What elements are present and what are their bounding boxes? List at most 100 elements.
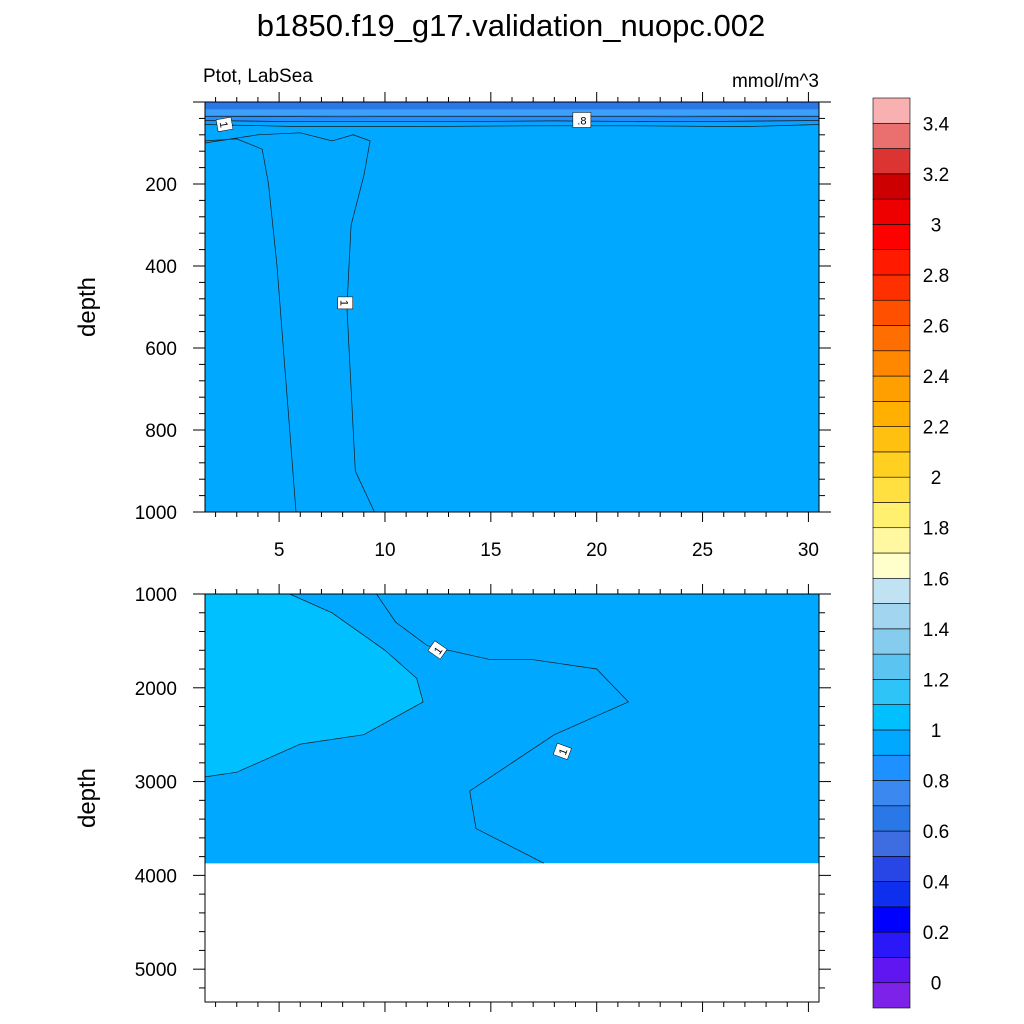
colorbar-label: 1 bbox=[931, 721, 942, 742]
colorbar-label: 1.6 bbox=[923, 569, 949, 590]
plot-area: 1.81 bbox=[205, 102, 819, 512]
colorbar-label: 2.8 bbox=[923, 266, 949, 287]
contour-label-text: .8 bbox=[577, 115, 586, 127]
contour-fill-1 bbox=[205, 114, 819, 123]
colorbar-cell bbox=[872, 173, 911, 200]
colorbar-cell bbox=[872, 122, 911, 149]
colorbar-cell bbox=[872, 754, 911, 781]
x-tick-label: 10 bbox=[374, 540, 395, 561]
colorbar-cell bbox=[872, 502, 911, 529]
colorbar-cell bbox=[872, 426, 911, 453]
colorbar-cell bbox=[872, 830, 911, 857]
contour-line-2 bbox=[205, 124, 819, 127]
contour-line-0 bbox=[205, 138, 297, 512]
y-tick-label: 600 bbox=[145, 339, 177, 360]
y-tick-label: 4000 bbox=[135, 866, 177, 887]
colorbar-cell bbox=[872, 577, 911, 604]
colorbar-cell bbox=[872, 679, 911, 705]
colorbar-cell bbox=[872, 299, 911, 326]
y-tick-label: 1000 bbox=[135, 585, 177, 606]
contour-label-box bbox=[552, 742, 572, 760]
contour-fill-2 bbox=[205, 122, 819, 512]
contour-label-1: .8 bbox=[572, 112, 592, 128]
colorbar-cell bbox=[872, 780, 911, 807]
colorbar-cell bbox=[872, 451, 911, 478]
contour-label-box bbox=[427, 640, 448, 660]
colorbar-cell bbox=[872, 603, 911, 630]
colorbar-cell bbox=[872, 881, 911, 908]
colorbar-cell bbox=[872, 224, 911, 250]
surface-band bbox=[205, 102, 819, 110]
colorbar-cell bbox=[872, 931, 911, 958]
colorbar-cell bbox=[872, 729, 911, 756]
colorbar-label: 1.8 bbox=[923, 519, 949, 540]
colorbar-cell bbox=[872, 249, 911, 276]
colorbar-label: 1.2 bbox=[923, 670, 949, 691]
colorbar-label: 0.8 bbox=[923, 772, 949, 793]
y-axis-label: depth bbox=[74, 277, 101, 337]
subtitle-left: Ptot, LabSea bbox=[203, 66, 313, 87]
colorbar-label: 0.2 bbox=[923, 923, 949, 944]
contour-line-1 bbox=[205, 132, 375, 512]
colorbar-cell bbox=[872, 704, 911, 731]
colorbar-cell bbox=[872, 552, 911, 579]
plot-area: 11 bbox=[205, 594, 819, 1002]
contour-label-0: 1 bbox=[427, 640, 448, 660]
colorbar-label: 1.4 bbox=[923, 620, 950, 641]
colorbar-label: 3.2 bbox=[923, 165, 949, 186]
contour-fill-4 bbox=[410, 159, 424, 172]
plot-title: b1850.f19_g17.validation_nuopc.002 bbox=[257, 8, 766, 43]
y-tick-label: 200 bbox=[145, 175, 177, 196]
colorbar-label: 2.2 bbox=[923, 418, 949, 439]
colorbar-cell bbox=[872, 375, 911, 402]
y-tick-label: 800 bbox=[145, 421, 177, 442]
colorbar-cell bbox=[872, 97, 911, 124]
colorbar-cell bbox=[872, 401, 911, 427]
y-tick-label: 5000 bbox=[135, 960, 177, 981]
contour-line-1 bbox=[376, 594, 629, 864]
y-axis-label: depth bbox=[74, 768, 101, 828]
contour-fill-2 bbox=[205, 594, 424, 777]
y-tick-label: 400 bbox=[145, 257, 177, 278]
colorbar-cell bbox=[872, 805, 911, 832]
colorbar-cell bbox=[872, 957, 911, 984]
colorbar-cell bbox=[872, 148, 911, 175]
colorbar: 0 0.2 0.4 0.6 0.8 1 1.2 1.4 1.6 1.8 2 2.2 2.4 2.6 2.8 3… bbox=[872, 97, 950, 1009]
colorbar-cell bbox=[872, 906, 911, 933]
contour-label-text: 1 bbox=[557, 747, 570, 757]
colorbar-cell bbox=[872, 476, 911, 503]
contour-label-box bbox=[215, 116, 234, 132]
colorbar-cell bbox=[872, 856, 911, 882]
contour-fill-3 bbox=[205, 143, 296, 512]
contour-label-text: 1 bbox=[338, 300, 350, 306]
x-tick-label: 5 bbox=[274, 540, 285, 561]
colorbar-cell bbox=[872, 350, 911, 377]
colorbar-label: 0.6 bbox=[923, 822, 949, 843]
colorbar-cell bbox=[872, 527, 911, 554]
x-tick-label: 25 bbox=[692, 540, 713, 561]
x-tick-label: 20 bbox=[586, 540, 607, 561]
contour-label-text: 1 bbox=[432, 645, 445, 657]
contour-line-0 bbox=[205, 594, 424, 778]
colorbar-cell bbox=[872, 274, 911, 301]
y-tick-label: 1000 bbox=[135, 503, 177, 524]
contour-label-text: 1 bbox=[217, 121, 230, 129]
contour-label-0: 1 bbox=[215, 116, 234, 132]
colorbar-label: 2.6 bbox=[923, 317, 949, 338]
colorbar-cell bbox=[872, 653, 911, 680]
x-tick-label: 15 bbox=[480, 540, 501, 561]
colorbar-label: 0 bbox=[931, 974, 942, 995]
colorbar-label: 3 bbox=[931, 215, 942, 236]
x-tick-label: 30 bbox=[798, 540, 819, 561]
contour-label-box bbox=[572, 112, 592, 128]
colorbar-cell bbox=[872, 628, 911, 655]
colorbar-label: 2 bbox=[931, 468, 942, 489]
contour-label-2: 1 bbox=[337, 296, 353, 310]
colorbar-cell bbox=[872, 982, 911, 1009]
subtitle-right: mmol/m^3 bbox=[732, 71, 819, 92]
colorbar-cell bbox=[872, 198, 911, 225]
y-tick-label: 2000 bbox=[135, 679, 177, 700]
